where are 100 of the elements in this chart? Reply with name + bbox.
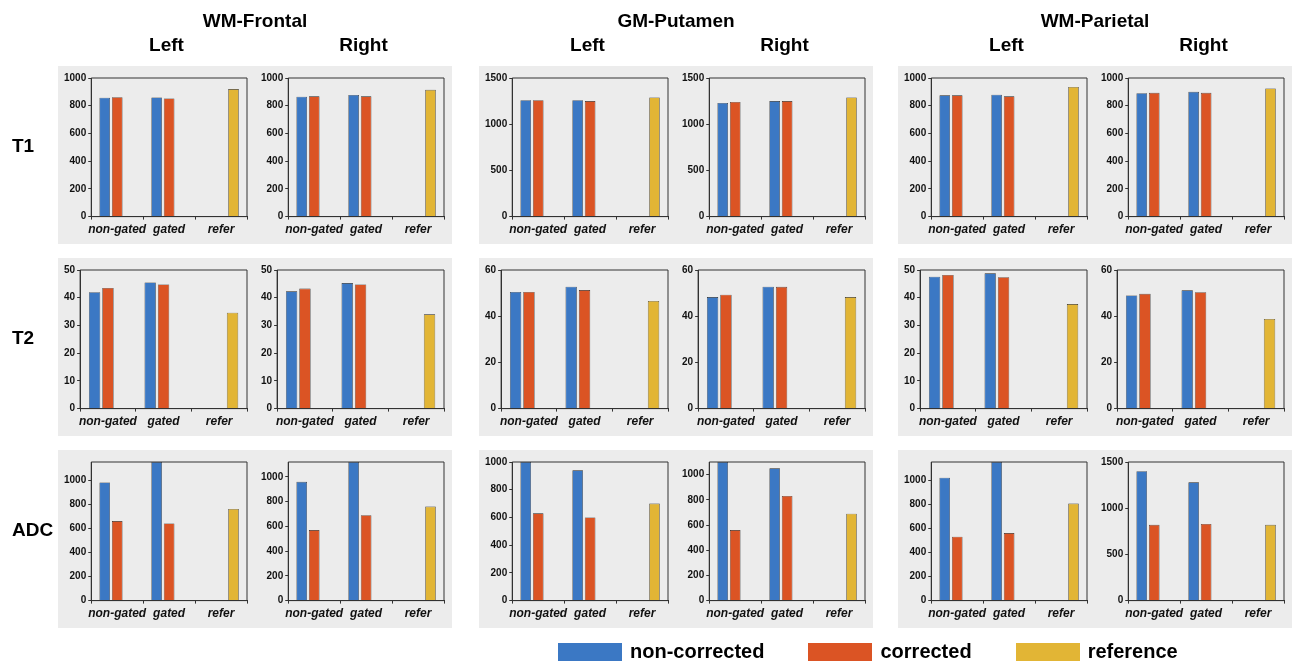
y-tick-label: 1000 [485, 117, 508, 129]
x-tick-label: gated [764, 414, 799, 429]
x-tick-label: non-gated [499, 414, 559, 429]
x-tick-label: gated [992, 222, 1026, 237]
x-tick-label: refer [1045, 414, 1074, 429]
y-tick-label: 0 [698, 594, 705, 606]
y-tick-label: 0 [920, 210, 927, 222]
y-tick-label: 30 [904, 319, 916, 331]
x-tick-label: non-gated [1125, 606, 1184, 621]
y-tick-label: 600 [490, 511, 508, 523]
y-tick-label: 600 [1106, 127, 1124, 139]
x-tick-label: non-gated [918, 414, 978, 429]
x-tick-label: refer [404, 606, 433, 621]
x-tick-label: non-gated [1115, 414, 1175, 429]
x-tick-label: refer [1244, 222, 1273, 237]
y-tick-label: 40 [682, 309, 694, 321]
y-tick-label: 50 [904, 263, 916, 275]
y-tick-label: 400 [69, 546, 87, 558]
y-tick-label: 20 [261, 346, 273, 358]
y-tick-label: 40 [64, 291, 76, 303]
y-tick-label: 1000 [682, 468, 705, 480]
y-tick-label: 800 [69, 497, 87, 509]
x-tick-label: non-gated [509, 222, 568, 237]
x-tick-label: gated [152, 606, 186, 621]
x-tick-label: gated [770, 222, 804, 237]
y-tick-label: 40 [261, 291, 273, 303]
x-tick-label: gated [349, 222, 383, 237]
y-tick-label: 40 [1101, 309, 1113, 321]
x-tick-label: gated [567, 414, 602, 429]
y-tick-label: 10 [261, 374, 273, 386]
x-tick-label: gated [1183, 414, 1218, 429]
y-tick-label: 1000 [1101, 501, 1124, 513]
x-tick-label: refer [404, 222, 433, 237]
legend-label: corrected [880, 640, 972, 663]
x-tick-label: refer [825, 222, 854, 237]
y-tick-label: 1500 [485, 71, 508, 83]
y-tick-label: 600 [266, 127, 284, 139]
y-tick-label: 800 [266, 99, 284, 111]
y-tick-label: 1000 [904, 473, 927, 485]
y-tick-label: 1500 [682, 71, 705, 83]
x-tick-label: non-gated [928, 222, 987, 237]
x-tick-label: non-gated [928, 606, 987, 621]
chart-subtitle: Left [148, 34, 185, 56]
y-tick-label: 50 [64, 263, 76, 275]
y-tick-label: 200 [687, 569, 705, 581]
x-tick-label: gated [992, 606, 1026, 621]
x-tick-label: non-gated [88, 222, 147, 237]
x-tick-label: refer [1242, 414, 1271, 429]
y-tick-label: 0 [909, 402, 916, 414]
x-tick-label: gated [146, 414, 181, 429]
x-tick-label: non-gated [509, 606, 568, 621]
x-tick-label: refer [1047, 606, 1076, 621]
y-tick-label: 0 [277, 210, 284, 222]
x-tick-label: gated [349, 606, 383, 621]
y-tick-label: 0 [698, 210, 705, 222]
y-tick-label: 200 [69, 182, 87, 194]
y-tick-label: 0 [80, 594, 87, 606]
y-tick-label: 400 [266, 154, 284, 166]
y-tick-label: 400 [490, 538, 508, 550]
x-tick-label: gated [770, 606, 804, 621]
chart-subtitle: Left [569, 34, 606, 56]
y-tick-label: 60 [1101, 263, 1113, 275]
y-tick-label: 20 [904, 346, 916, 358]
y-tick-label: 20 [1101, 356, 1113, 368]
y-tick-label: 0 [501, 594, 508, 606]
y-tick-label: 600 [69, 522, 87, 534]
x-tick-label: gated [986, 414, 1021, 429]
y-tick-label: 800 [687, 493, 705, 505]
y-tick-label: 1000 [682, 117, 705, 129]
y-tick-label: 200 [909, 570, 927, 582]
y-tick-label: 800 [909, 99, 927, 111]
y-tick-label: 600 [69, 127, 87, 139]
y-axis-title: ADC [12, 519, 54, 541]
x-tick-label: refer [207, 222, 236, 237]
y-tick-label: 400 [909, 546, 927, 558]
y-tick-label: 200 [69, 570, 87, 582]
x-tick-label: non-gated [285, 606, 344, 621]
y-axis-title: T2 [12, 327, 35, 349]
legend-label: reference [1087, 640, 1178, 663]
x-tick-label: refer [628, 222, 657, 237]
chart-subtitle: Right [759, 34, 810, 56]
x-tick-label: refer [825, 606, 854, 621]
y-tick-label: 0 [1106, 402, 1113, 414]
y-tick-label: 600 [266, 520, 284, 532]
y-tick-label: 1000 [261, 71, 284, 83]
x-tick-label: non-gated [1125, 222, 1184, 237]
y-tick-label: 10 [904, 374, 916, 386]
chart-subtitle: Right [338, 34, 389, 56]
y-tick-label: 800 [490, 483, 508, 495]
chart-title: WM-Parietal [1039, 10, 1151, 32]
x-tick-label: non-gated [285, 222, 344, 237]
x-tick-label: refer [402, 414, 431, 429]
y-tick-label: 20 [682, 356, 694, 368]
y-tick-label: 200 [266, 182, 284, 194]
y-tick-label: 600 [909, 127, 927, 139]
chart-title: WM-Frontal [201, 10, 309, 32]
x-tick-label: non-gated [275, 414, 335, 429]
y-tick-label: 800 [1106, 99, 1124, 111]
y-tick-label: 50 [261, 263, 273, 275]
y-tick-label: 1000 [261, 470, 284, 482]
